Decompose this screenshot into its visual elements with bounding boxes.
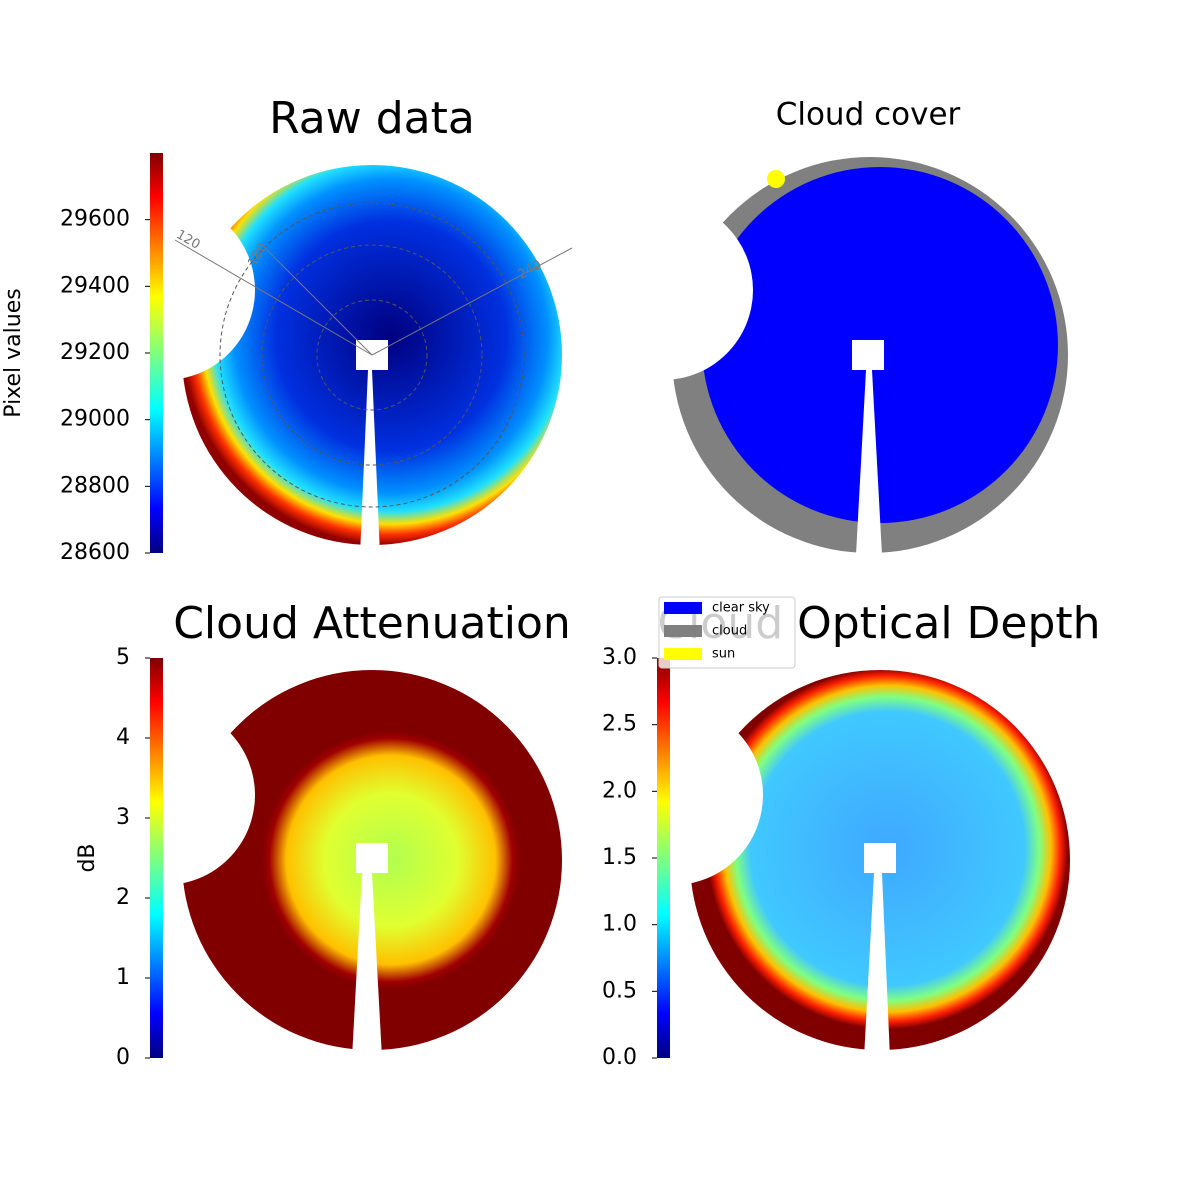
colorbar-tick-label: 1.5 [602, 845, 637, 870]
colorbar-tick-label: 5 [116, 645, 130, 670]
panel-title: Cloud Attenuation [173, 598, 571, 649]
legend: clear sky cloud sun [658, 596, 796, 669]
polar-grid [219, 202, 525, 508]
colorbar [150, 658, 163, 1058]
legend-label: cloud [712, 624, 747, 639]
legend-swatch [664, 602, 702, 614]
legend-swatch [664, 625, 702, 637]
colorbar-tick-label: 2.0 [602, 778, 637, 803]
colorbar [150, 153, 163, 553]
colorbar-tick-label: 1 [116, 965, 130, 990]
panel-title: Raw data [269, 93, 475, 144]
colorbar-tick-label: 3.0 [602, 645, 637, 670]
colorbar-tick-label: 29000 [60, 407, 130, 432]
colorbar-label: Pixel values [1, 288, 26, 417]
legend-swatch [664, 648, 702, 660]
sky-images [75, 157, 1070, 1058]
colorbar-tick-label: 29200 [60, 340, 130, 365]
colorbar-label: dB [75, 843, 100, 872]
colorbar-tick-label: 4 [116, 725, 130, 750]
colorbar-tick-label: 29600 [60, 207, 130, 232]
colorbar-tick-label: 1.0 [602, 912, 637, 937]
colorbar-tick-label: 0.5 [602, 978, 637, 1003]
masks [75, 200, 896, 1058]
panel-title: Cloud cover [776, 97, 961, 133]
colorbar-tick-label: 28600 [60, 540, 130, 565]
colorbar-tick-label: 29400 [60, 273, 130, 298]
colorbar-tick-label: 0 [116, 1045, 130, 1070]
legend-label: sun [712, 647, 735, 662]
colorbar-tick-label: 3 [116, 805, 130, 830]
legend-label: clear sky [712, 601, 770, 616]
colorbar-tick-label: 2 [116, 885, 130, 910]
sun-marker [767, 170, 785, 188]
azimuth-lines [174, 239, 573, 356]
colorbar-tick-label: 2.5 [602, 712, 637, 737]
colorbar-tick-label: 0.0 [602, 1045, 637, 1070]
colorbar [657, 658, 670, 1058]
colorbar-tick-label: 28800 [60, 473, 130, 498]
